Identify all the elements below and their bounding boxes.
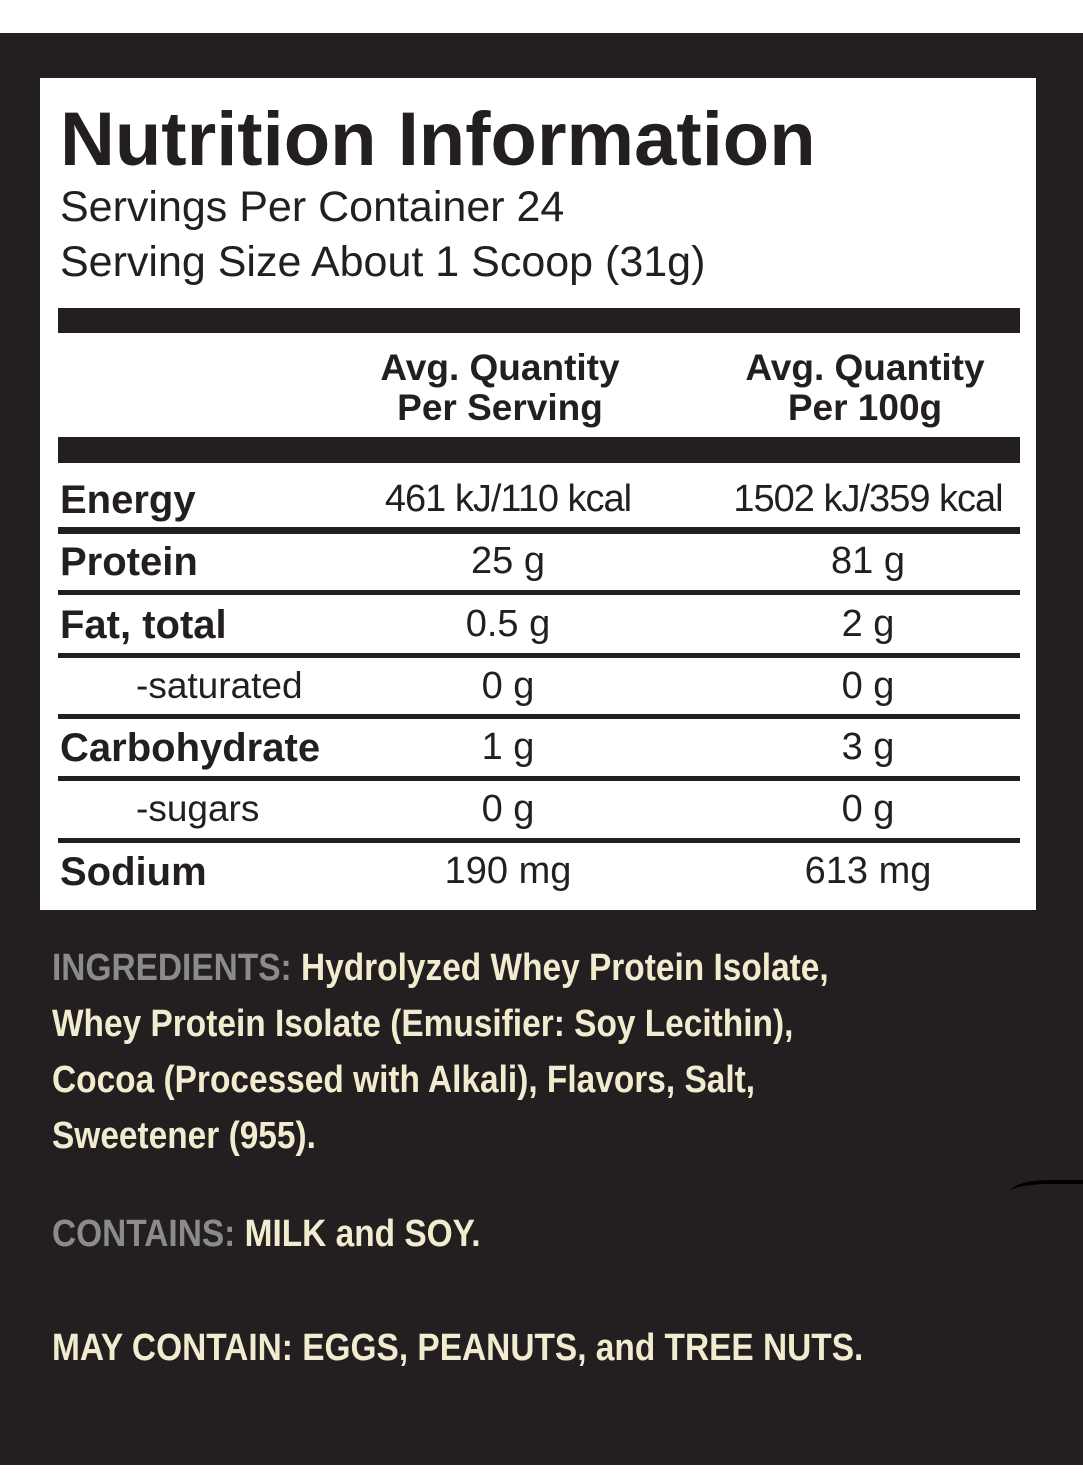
nutrient-name: -saturated bbox=[136, 665, 303, 706]
may-contain: MAY CONTAIN: EGGS, PEANUTS, and TREE NUT… bbox=[52, 1320, 1055, 1376]
ingredients-text: Hydrolyzed Whey Protein Isolate, Whey Pr… bbox=[52, 947, 829, 1157]
nutrient-name: Protein bbox=[60, 540, 198, 584]
per-serving-value: 190 mg bbox=[444, 850, 572, 892]
row-separator bbox=[58, 776, 1020, 781]
per-serving-value: 0.5 g bbox=[465, 603, 551, 645]
servings-per-container: Servings Per Container 24 bbox=[60, 183, 565, 231]
row-separator bbox=[58, 714, 1020, 719]
header-line: Per 100g bbox=[787, 387, 943, 428]
divider-bar bbox=[58, 437, 1020, 463]
nutrient-row-sugars: -sugars 0 g 0 g bbox=[58, 778, 1020, 840]
nutrient-row-protein: Protein 25 g 81 g bbox=[58, 530, 1020, 592]
per-serving-value: 0 g bbox=[481, 665, 535, 707]
serving-size: Serving Size About 1 Scoop (31g) bbox=[60, 238, 706, 286]
may-contain-text: EGGS, PEANUTS, and TREE NUTS. bbox=[302, 1327, 864, 1369]
ingredients-label: INGREDIENTS: bbox=[52, 947, 292, 989]
nutrient-name: Energy bbox=[60, 478, 196, 522]
nutrient-name: Carbohydrate bbox=[60, 726, 321, 770]
ingredients: INGREDIENTS: Hydrolyzed Whey Protein Iso… bbox=[52, 940, 870, 1164]
may-contain-label: MAY CONTAIN: bbox=[52, 1327, 293, 1369]
per-100g-value: 613 mg bbox=[804, 850, 932, 892]
nutrient-name: Sodium bbox=[60, 850, 207, 894]
per-100g-value: 0 g bbox=[841, 665, 895, 707]
nutrient-row-sodium: Sodium 190 mg 613 mg bbox=[58, 840, 1020, 902]
row-separator bbox=[58, 653, 1020, 658]
per-serving-value: 1 g bbox=[481, 726, 535, 768]
nutrient-row-saturated: -saturated 0 g 0 g bbox=[58, 655, 1020, 717]
per-serving-value: 25 g bbox=[471, 540, 545, 582]
per-100g-value: 0 g bbox=[841, 788, 895, 830]
per-serving-value: 0 g bbox=[481, 788, 535, 830]
divider-bar bbox=[58, 308, 1020, 333]
column-header-per-serving: Avg. Quantity Per Serving bbox=[340, 348, 660, 428]
per-100g-value: 2 g bbox=[841, 603, 895, 645]
row-separator bbox=[58, 838, 1020, 843]
contains: CONTAINS: MILK and SOY. bbox=[52, 1206, 932, 1262]
contains-text: MILK and SOY. bbox=[244, 1213, 481, 1255]
nutrient-name: -sugars bbox=[136, 788, 260, 829]
row-separator bbox=[58, 590, 1020, 595]
contains-label: CONTAINS: bbox=[52, 1213, 236, 1255]
per-100g-value: 3 g bbox=[841, 726, 895, 768]
per-serving-value: 461 kJ/110 kcal bbox=[384, 478, 632, 520]
nutrient-row-carbohydrate: Carbohydrate 1 g 3 g bbox=[58, 716, 1020, 778]
column-header-per-100g: Avg. Quantity Per 100g bbox=[705, 348, 1025, 428]
panel-title: Nutrition Information bbox=[60, 97, 816, 182]
nutrition-panel: Nutrition Information Servings Per Conta… bbox=[40, 78, 1036, 910]
nutrient-name: Fat, total bbox=[60, 603, 227, 647]
pen-stroke-mark bbox=[1010, 1180, 1083, 1204]
header-line: Avg. Quantity bbox=[380, 347, 620, 388]
nutrient-row-energy: Energy 461 kJ/110 kcal 1502 kJ/359 kcal bbox=[58, 468, 1020, 530]
nutrient-row-fat: Fat, total 0.5 g 2 g bbox=[58, 593, 1020, 655]
per-100g-value: 81 g bbox=[831, 540, 905, 582]
header-line: Per Serving bbox=[397, 387, 603, 428]
header-line: Avg. Quantity bbox=[745, 347, 985, 388]
per-100g-value: 1502 kJ/359 kcal bbox=[733, 478, 1003, 520]
row-separator bbox=[58, 527, 1020, 534]
